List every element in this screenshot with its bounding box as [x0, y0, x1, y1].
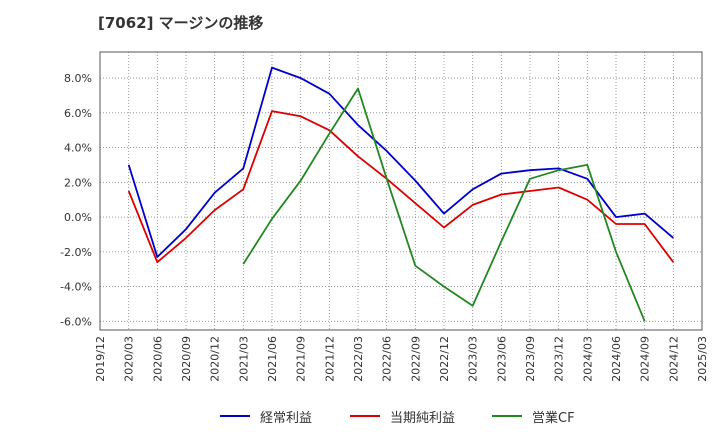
x-tick-label: 2021/03	[237, 336, 250, 382]
x-tick-label: 2025/03	[696, 336, 709, 382]
legend-item: 営業CF	[492, 404, 575, 428]
series-line-2	[242, 87, 646, 322]
x-tick-label: 2024/06	[610, 336, 623, 382]
legend-swatch	[220, 415, 250, 417]
plot-border	[99, 51, 703, 331]
series-line-1	[127, 110, 675, 264]
legend-item: 経常利益	[220, 404, 312, 428]
x-tick-label: 2022/12	[438, 336, 451, 382]
x-tick-label: 2020/06	[151, 336, 164, 382]
x-tick-label: 2021/12	[323, 336, 336, 382]
x-tick-label: 2021/06	[266, 336, 279, 382]
x-tick-label: 2023/06	[495, 336, 508, 382]
y-tick-label: 6.0%	[64, 107, 92, 120]
x-tick-label: 2022/03	[352, 336, 365, 382]
x-tick-label: 2021/09	[295, 336, 308, 382]
x-tick-label: 2023/03	[467, 336, 480, 382]
x-tick-label: 2022/06	[381, 336, 394, 382]
y-tick-label: -2.0%	[60, 246, 92, 259]
x-tick-label: 2020/12	[209, 336, 222, 382]
chart-title: [7062] マージンの推移	[98, 14, 264, 32]
x-tick-label: 2020/09	[180, 336, 193, 382]
x-tick-label: 2022/09	[409, 336, 422, 382]
y-tick-label: -6.0%	[60, 315, 92, 328]
x-tick-label: 2023/09	[524, 336, 537, 382]
y-tick-label: 0.0%	[64, 211, 92, 224]
legend-label: 営業CF	[532, 410, 575, 426]
legend-swatch	[350, 415, 380, 417]
y-tick-label: 2.0%	[64, 176, 92, 189]
legend: 経常利益 当期純利益 営業CF	[0, 404, 720, 428]
x-tick-label: 2024/03	[581, 336, 594, 382]
x-tick-label: 2020/03	[123, 336, 136, 382]
x-tick-label: 2024/09	[639, 336, 652, 382]
y-tick-label: 8.0%	[64, 72, 92, 85]
series-lines	[127, 66, 675, 322]
legend-label: 経常利益	[260, 410, 313, 426]
y-tick-label: -4.0%	[60, 281, 92, 294]
x-tick-label: 2024/12	[667, 336, 680, 382]
x-tick-label: 2019/12	[94, 336, 107, 382]
grid	[99, 52, 703, 330]
legend-item: 当期純利益	[350, 404, 455, 428]
series-line-0	[127, 66, 674, 258]
x-tick-label: 2023/12	[553, 336, 566, 382]
legend-swatch	[492, 415, 522, 417]
y-tick-label: 4.0%	[64, 142, 92, 155]
axis-ticks: 2019/12 2020/03 2020/06 2020/09 2020/12 2021/…	[60, 72, 709, 382]
legend-label: 当期純利益	[390, 410, 456, 426]
